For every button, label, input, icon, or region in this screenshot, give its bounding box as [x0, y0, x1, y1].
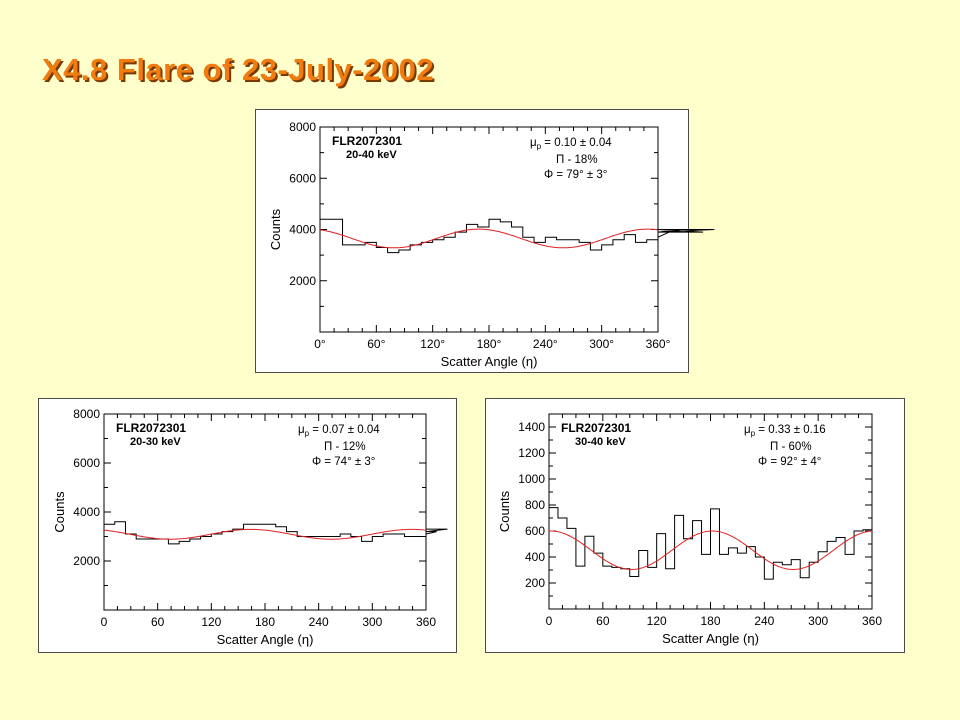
x-tick-label: 240° [533, 337, 558, 351]
fit-curve [549, 530, 873, 571]
y-tick-label: 200 [525, 576, 545, 590]
chart-panel-20-30kev: 0 60 120 180 240 300 360 2000 4000 6000 8000 Scatte… [38, 398, 457, 653]
x-tick-label: 180° [477, 337, 502, 351]
chart-panel-20-40kev: 0° 60° 120° 180° 240° 300° 360° 2000 4000 6000 800… [255, 109, 715, 373]
x-tick-label: 0 [101, 615, 108, 629]
x-tick-label: 120 [201, 615, 221, 629]
histogram-series [104, 521, 448, 545]
x-tick-label: 360 [862, 614, 882, 628]
fit-curve [319, 228, 659, 249]
energy-label: 30-40 keV [575, 436, 626, 448]
slide-title: X4.8 Flare of 23-July-2002 [42, 52, 435, 87]
y-tick-label: 1000 [518, 472, 545, 486]
pi-annotation: Π - 12% [324, 441, 366, 453]
y-tick-label: 600 [525, 524, 545, 538]
x-tick-label: 360° [646, 337, 671, 351]
pi-annotation: Π - 60% [770, 441, 812, 453]
fit-curve [103, 528, 427, 540]
chart-panel-30-40kev: 0 60 120 180 240 300 360 200 400 600 800 1000 1200 14… [485, 398, 905, 653]
energy-label: 20-30 keV [130, 436, 181, 448]
y-tick-label: 400 [525, 550, 545, 564]
x-tick-label: 60 [596, 614, 610, 628]
x-tick-label: 300 [808, 614, 828, 628]
run-label: FLR2072301 [332, 134, 402, 148]
x-tick-label: 180 [255, 615, 275, 629]
x-tick-label: 0° [314, 337, 326, 351]
y-tick-label: 2000 [73, 554, 100, 568]
y-tick-label: 8000 [289, 120, 316, 134]
y-tick-label: 800 [525, 498, 545, 512]
mu-annotation: μp = 0.10 ± 0.04 [530, 137, 612, 151]
x-tick-label: 240 [754, 614, 774, 628]
y-axis-title: Counts [52, 491, 67, 533]
y-tick-label: 6000 [73, 456, 100, 470]
x-tick-label: 360 [416, 615, 436, 629]
mu-annotation: μp = 0.33 ± 0.16 [744, 424, 826, 438]
histogram-series [320, 218, 715, 254]
energy-label: 20-40 keV [346, 149, 397, 161]
y-axis-title: Counts [497, 490, 512, 532]
x-tick-label: 240 [309, 615, 329, 629]
y-tick-label: 1200 [518, 446, 545, 460]
x-tick-label: 120° [420, 337, 445, 351]
phi-annotation: Φ = 74° ± 3° [312, 456, 375, 468]
x-axis-title: Scatter Angle (η) [662, 631, 759, 646]
pi-annotation: Π - 18% [556, 154, 598, 166]
chart-20-40kev: 0° 60° 120° 180° 240° 300° 360° 2000 4000 6000 800… [268, 120, 715, 369]
y-tick-label: 4000 [289, 223, 316, 237]
x-tick-label: 300 [362, 615, 382, 629]
y-tick-label: 6000 [289, 171, 316, 185]
x-tick-label: 60 [151, 615, 165, 629]
y-tick-label: 1400 [518, 420, 545, 434]
histogram-series [549, 507, 872, 580]
y-tick-label: 8000 [73, 407, 100, 421]
x-tick-label: 60° [367, 337, 385, 351]
x-tick-label: 180 [700, 614, 720, 628]
chart-30-40kev: 0 60 120 180 240 300 360 200 400 600 800 1000 1200 14… [497, 413, 882, 646]
phi-annotation: Φ = 79° ± 3° [544, 169, 607, 181]
phi-annotation: Φ = 92° ± 4° [758, 456, 821, 468]
chart-20-30kev: 0 60 120 180 240 300 360 2000 4000 6000 8000 Scatte… [52, 407, 448, 647]
run-label: FLR2072301 [116, 421, 186, 435]
x-tick-label: 120 [647, 614, 667, 628]
run-label: FLR2072301 [561, 421, 631, 435]
x-tick-label: 0 [546, 614, 553, 628]
fit-annotations: μp = 0.07 ± 0.04 Π - 12% Φ = 74° ± 3° [298, 424, 380, 468]
y-tick-label: 4000 [73, 505, 100, 519]
x-axis-title: Scatter Angle (η) [441, 354, 538, 369]
x-axis-title: Scatter Angle (η) [217, 632, 314, 647]
x-tick-label: 300° [589, 337, 614, 351]
mu-annotation: μp = 0.07 ± 0.04 [298, 424, 380, 438]
fit-annotations: μp = 0.10 ± 0.04 Π - 18% Φ = 79° ± 3° [530, 137, 612, 181]
fit-annotations: μp = 0.33 ± 0.16 Π - 60% Φ = 92° ± 4° [744, 424, 826, 468]
y-axis-title: Counts [268, 208, 283, 250]
y-tick-label: 2000 [289, 274, 316, 288]
